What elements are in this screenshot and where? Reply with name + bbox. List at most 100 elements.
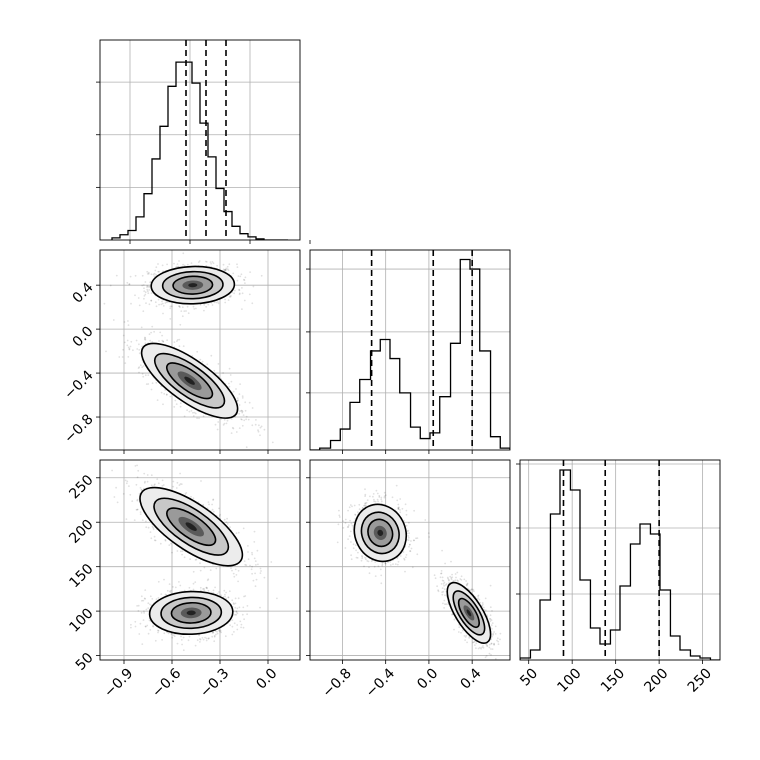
sample-point xyxy=(361,557,364,560)
sample-point xyxy=(139,487,142,489)
sample-point xyxy=(135,508,138,511)
sample-point xyxy=(244,276,247,279)
sample-point xyxy=(276,597,278,600)
sample-point xyxy=(144,625,147,628)
sample-point xyxy=(194,559,197,561)
sample-point xyxy=(121,356,124,358)
sample-point xyxy=(234,602,237,605)
sample-point xyxy=(174,399,177,402)
sample-point xyxy=(144,291,147,294)
sample-point xyxy=(178,345,181,348)
sample-point xyxy=(246,613,249,616)
sample-point xyxy=(111,469,113,472)
sample-point xyxy=(144,336,146,339)
sample-point xyxy=(180,310,183,312)
sample-point xyxy=(144,374,147,377)
sample-point xyxy=(233,575,236,578)
sample-point xyxy=(211,304,214,306)
sample-point xyxy=(183,415,186,418)
sample-point xyxy=(146,480,149,483)
sample-point xyxy=(255,564,257,566)
sample-point xyxy=(187,639,190,642)
sample-point xyxy=(180,483,183,485)
sample-point xyxy=(149,531,152,533)
sample-point xyxy=(188,410,191,413)
sample-point xyxy=(149,603,151,606)
sample-point xyxy=(247,558,250,561)
sample-point xyxy=(270,561,273,563)
sample-point xyxy=(207,303,210,306)
panel-2d-density-r2c1 xyxy=(306,459,511,664)
sample-point xyxy=(224,268,227,271)
sample-point xyxy=(404,503,407,506)
sample-point xyxy=(241,411,244,414)
sample-point xyxy=(245,415,248,418)
sample-point xyxy=(214,586,217,589)
sample-point xyxy=(213,634,216,637)
sample-point xyxy=(129,345,132,348)
sample-point xyxy=(233,631,235,633)
sample-point xyxy=(202,588,204,590)
sample-point xyxy=(238,292,241,295)
sample-point xyxy=(225,521,228,523)
sample-point xyxy=(216,592,219,595)
sample-point xyxy=(127,356,130,358)
sample-point xyxy=(202,638,205,641)
sample-point xyxy=(235,574,238,576)
panel-plot-area xyxy=(520,460,720,660)
sample-point xyxy=(127,485,130,487)
y-tick-label: 0.0 xyxy=(70,323,97,350)
sample-point xyxy=(178,305,180,307)
sample-point xyxy=(249,271,252,273)
sample-point xyxy=(404,570,406,573)
sample-point xyxy=(142,619,145,621)
sample-point xyxy=(205,261,208,263)
sample-point xyxy=(259,606,261,609)
sample-point xyxy=(170,632,173,635)
sample-point xyxy=(138,349,141,351)
sample-point xyxy=(209,569,212,571)
sample-point xyxy=(157,263,159,265)
sample-point xyxy=(157,631,159,634)
sample-point xyxy=(271,441,274,444)
sample-point xyxy=(244,563,247,566)
sample-point xyxy=(166,339,169,342)
sample-point xyxy=(218,629,221,632)
sample-point xyxy=(144,598,147,600)
sample-point xyxy=(140,488,143,491)
sample-point xyxy=(178,338,181,341)
sample-point xyxy=(181,550,184,552)
sample-point xyxy=(161,339,164,342)
sample-point xyxy=(237,569,240,572)
sample-point xyxy=(175,403,178,405)
sample-point xyxy=(159,331,162,334)
sample-point xyxy=(164,539,167,541)
sample-point xyxy=(254,423,257,426)
sample-point xyxy=(113,496,116,498)
sample-point xyxy=(205,637,208,640)
sample-point xyxy=(230,567,232,570)
sample-point xyxy=(224,298,227,301)
sample-point xyxy=(190,262,193,264)
sample-point xyxy=(149,339,152,342)
sample-point xyxy=(219,629,222,632)
sample-point xyxy=(147,383,150,385)
sample-point xyxy=(225,267,228,270)
sample-point xyxy=(248,401,251,404)
sample-point xyxy=(237,399,240,401)
sample-point xyxy=(224,595,227,598)
sample-point xyxy=(126,480,129,483)
sample-point xyxy=(142,375,145,378)
sample-point xyxy=(234,613,237,616)
sample-point xyxy=(238,293,241,296)
sample-point xyxy=(179,550,182,553)
sample-point xyxy=(149,629,152,631)
sample-point xyxy=(376,498,379,501)
sample-point xyxy=(223,268,226,271)
sample-point xyxy=(348,535,351,537)
sample-point xyxy=(146,273,149,275)
sample-point xyxy=(123,341,126,344)
sample-point xyxy=(209,261,212,263)
sample-point xyxy=(164,593,167,596)
sample-point xyxy=(147,271,150,274)
